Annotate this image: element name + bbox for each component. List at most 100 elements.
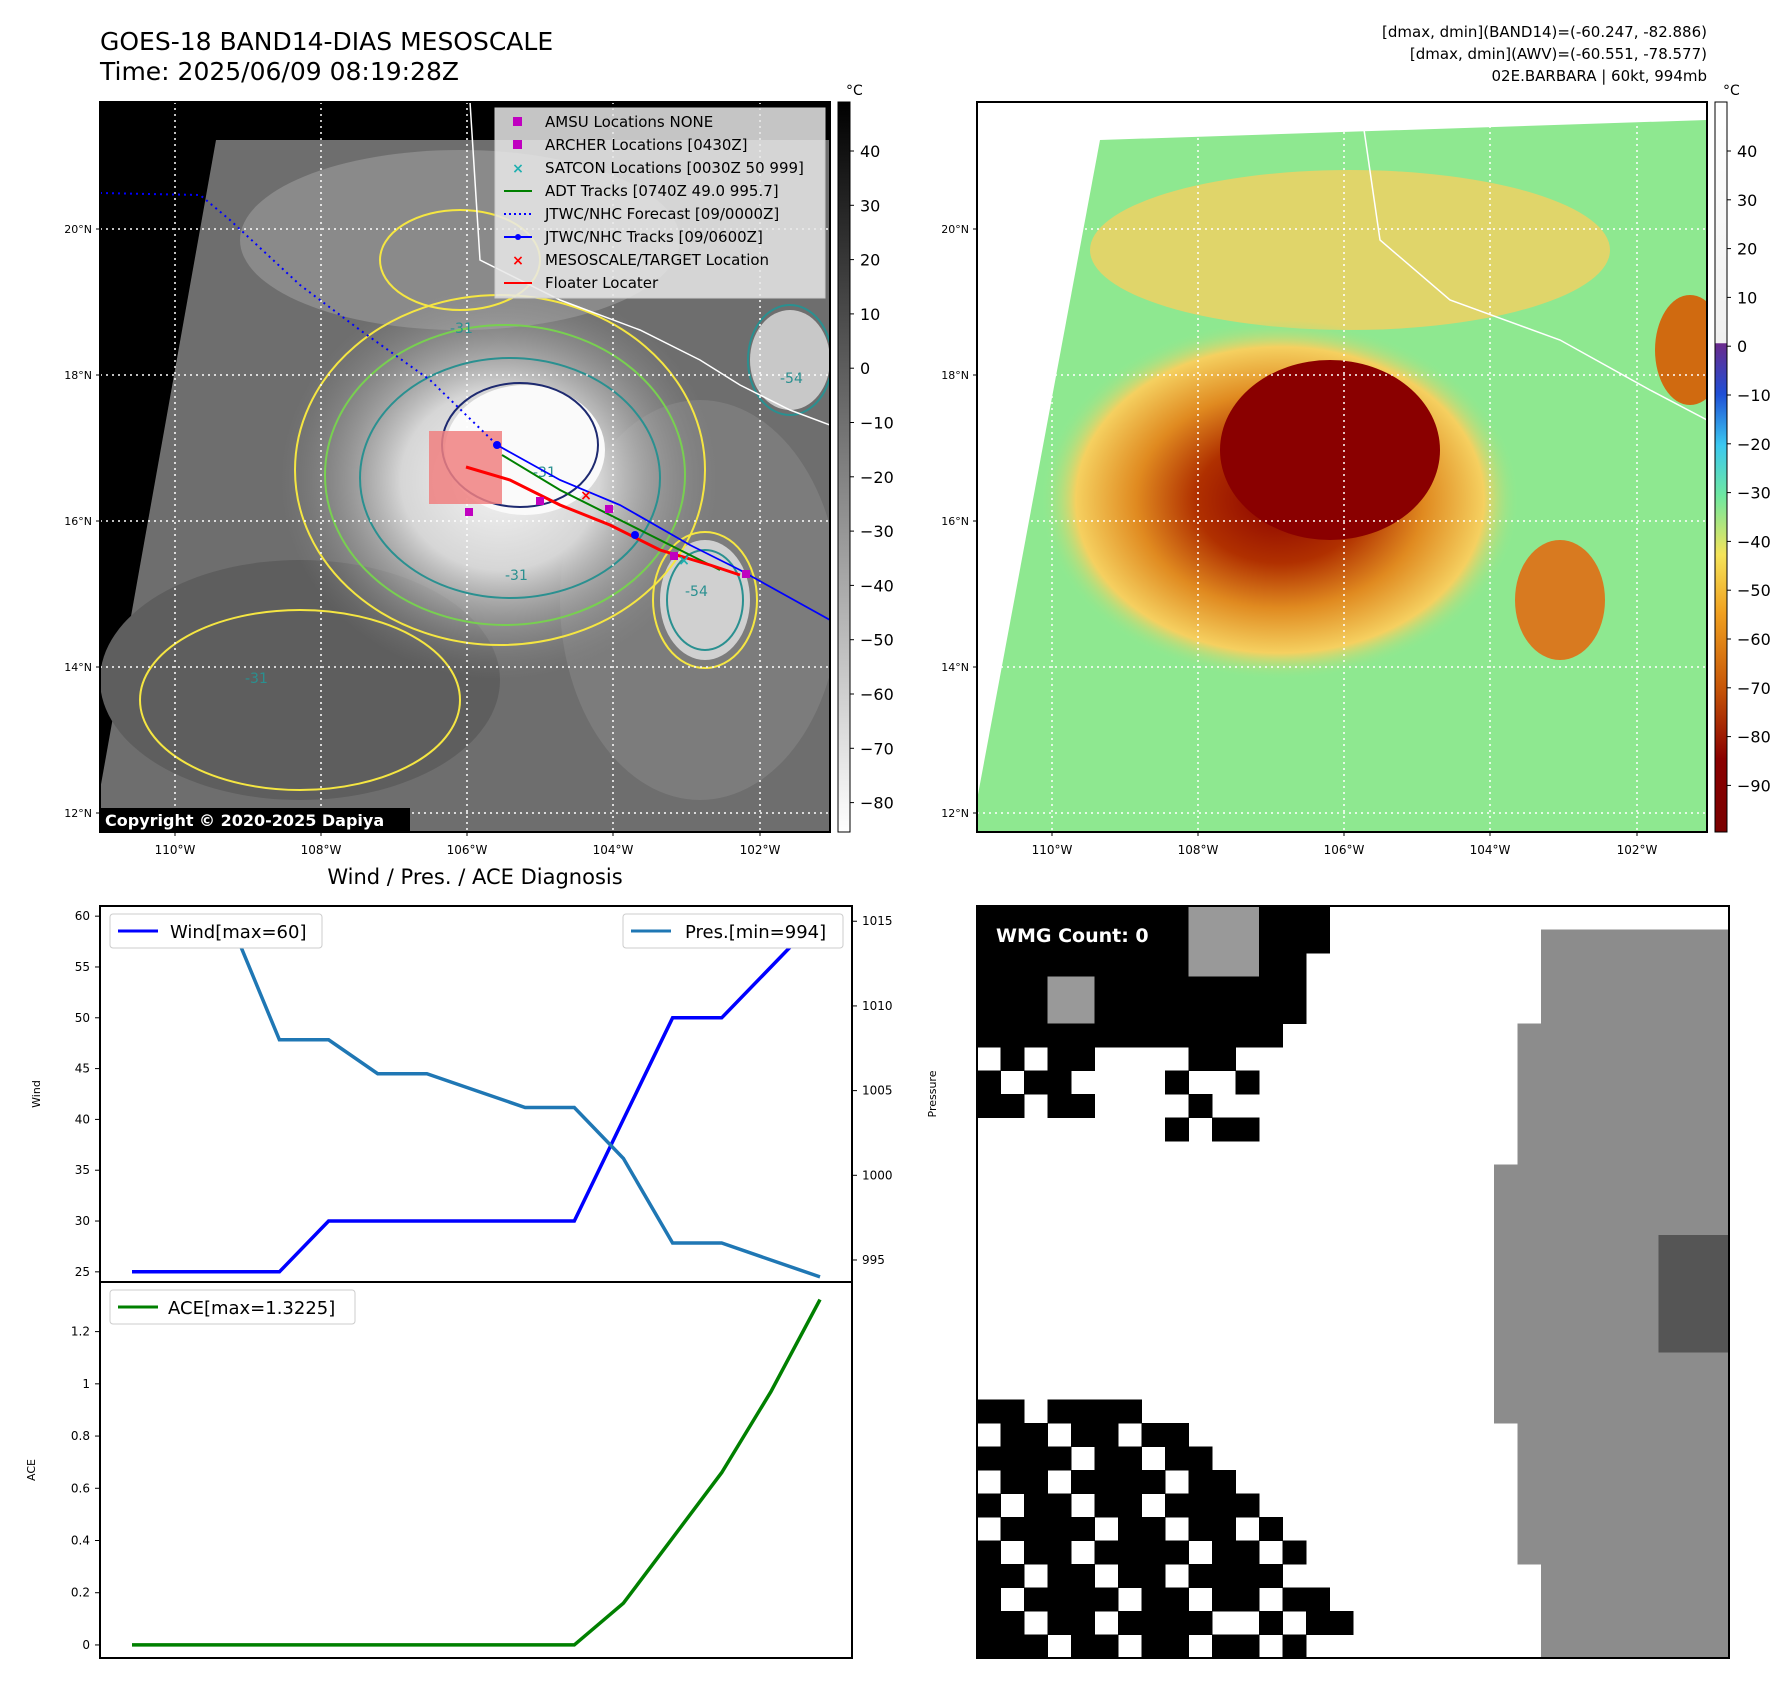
wmg-cell: [1212, 1493, 1236, 1518]
wmg-cell: [1165, 1423, 1189, 1447]
lat-label: 12°N: [64, 807, 92, 820]
colorbar-tick-label: 20: [1737, 240, 1757, 259]
wmg-cell: [1658, 1423, 1683, 1447]
wmg-cell: [1024, 1587, 1048, 1612]
wmg-cell: [1494, 1352, 1518, 1377]
wmg-cell: [1658, 1000, 1683, 1024]
wmg-cell: [1564, 1587, 1589, 1612]
contour-label: -31: [505, 568, 528, 584]
wmg-cell: [1564, 1634, 1589, 1659]
wmg-cell: [1047, 1094, 1072, 1118]
wmg-cell: [1141, 1611, 1166, 1635]
series-line-0: [132, 1298, 822, 1647]
wmg-cell: [1635, 976, 1659, 1001]
satcon-marker: ×: [678, 553, 690, 569]
wmg-cell: [1141, 1634, 1166, 1659]
wmg-cell: [1588, 1493, 1612, 1518]
wmg-cell: [1094, 1470, 1119, 1494]
dmax-band14-text: [dmax, dmin](BAND14)=(-60.247, -82.886): [1382, 23, 1707, 41]
wmg-cell: [1235, 1587, 1260, 1612]
wmg-cell: [1658, 1164, 1683, 1189]
wmg-cell: [1588, 1070, 1612, 1095]
wmg-cell: [1071, 1587, 1095, 1612]
wmg-cell: [1000, 1446, 1025, 1471]
wmg-cell: [1705, 953, 1730, 977]
wmg-cell: [1611, 1423, 1636, 1447]
wmg-cell: [1141, 1023, 1166, 1048]
wmg-cell: [1235, 1000, 1260, 1024]
wmg-cell: [1682, 1023, 1706, 1048]
wmg-cell: [1635, 1376, 1659, 1400]
wmg-cell: [1588, 1352, 1612, 1377]
wmg-cell: [1635, 1352, 1659, 1377]
lon-label: 110°W: [1032, 843, 1073, 857]
wmg-cell: [1282, 1000, 1307, 1024]
archer-marker: [605, 505, 613, 513]
wmg-cell: [1118, 1493, 1142, 1518]
pressure-legend: Pres.[min=994]: [622, 913, 844, 949]
wmg-cell: [1705, 1399, 1730, 1424]
y-tick-label: 30: [75, 1214, 90, 1228]
wmg-cell: [1635, 1470, 1659, 1494]
wmg-cell: [1705, 1282, 1730, 1306]
wmg-cell: [1517, 1023, 1542, 1048]
wmg-cell: [1541, 1517, 1565, 1541]
color-colorbar: °C 40 30 20 10 0 −10 −20 −30 −40 −50 −60 −70 −80 −90: [1714, 83, 1771, 833]
wmg-cell: [1235, 1493, 1260, 1518]
wmg-cell: [1611, 953, 1636, 977]
lon-label: 102°W: [740, 843, 781, 857]
wmg-cell: [1165, 953, 1189, 977]
wmg-cell: [1658, 1305, 1683, 1330]
wmg-cell: [1517, 1493, 1542, 1518]
wmg-cell: [1235, 1564, 1260, 1588]
contour-teal: [359, 357, 661, 599]
wmg-cell: [1705, 1634, 1730, 1659]
wmg-cell: [1705, 1587, 1730, 1612]
wmg-cell: [1071, 976, 1095, 1001]
wmg-cell: [1564, 1540, 1589, 1565]
wmg-cell: [1000, 1611, 1025, 1635]
wmg-cell: [1564, 1164, 1589, 1189]
wmg-cell: [1517, 1282, 1542, 1306]
wmg-cell: [1235, 1117, 1260, 1142]
track-point: [493, 441, 501, 449]
y-tick-label: 40: [75, 1112, 90, 1126]
wmg-cell: [1141, 1000, 1166, 1024]
awv-storm-core: [1220, 360, 1440, 540]
wmg-cell: [1705, 1235, 1730, 1259]
legend-symbol: ×: [512, 161, 524, 177]
coastline: [469, 102, 830, 426]
wmg-cell: [1658, 953, 1683, 977]
contour-yellow: [139, 609, 461, 791]
wmg-cell: [1611, 1352, 1636, 1377]
wmg-cell: [1494, 1188, 1518, 1212]
map-legend: AMSU Locations NONE ARCHER Locations [043…: [494, 107, 826, 299]
legend-symbol: [513, 117, 522, 126]
wmg-cell: [1635, 1188, 1659, 1212]
wmg-cell: [1564, 929, 1589, 954]
wmg-cell: [1094, 1587, 1119, 1612]
legend-label: ADT Tracks [0740Z 49.0 995.7]: [545, 182, 779, 200]
wmg-cell: [1705, 1141, 1730, 1165]
series-line-0: [132, 914, 822, 1274]
wmg-cell: [1141, 953, 1166, 977]
wmg-cell: [1588, 1047, 1612, 1071]
archer-marker: [536, 497, 544, 505]
wmg-cell: [1541, 1047, 1565, 1071]
wmg-panel: WMG Count: 0: [976, 905, 1730, 1659]
wmg-cell: [1541, 1470, 1565, 1494]
wmg-cell: [1588, 1470, 1612, 1494]
legend-box: [109, 913, 323, 949]
wmg-cell: [1517, 1399, 1542, 1424]
wmg-cell: [1588, 1141, 1612, 1165]
wmg-cell: [1517, 1376, 1542, 1400]
wmg-cell: [1494, 1211, 1518, 1236]
wmg-cell: [1635, 1493, 1659, 1518]
colorbar-tick-label: 20: [860, 251, 880, 270]
wmg-cell: [977, 1023, 1001, 1048]
legend-label: MESOSCALE/TARGET Location: [545, 251, 769, 269]
wmg-cell: [1212, 1047, 1236, 1071]
ace-legend-label: ACE[max=1.3225]: [168, 1298, 335, 1319]
wmg-cell: [1235, 1070, 1260, 1095]
y-tick-label: 60: [75, 909, 90, 923]
